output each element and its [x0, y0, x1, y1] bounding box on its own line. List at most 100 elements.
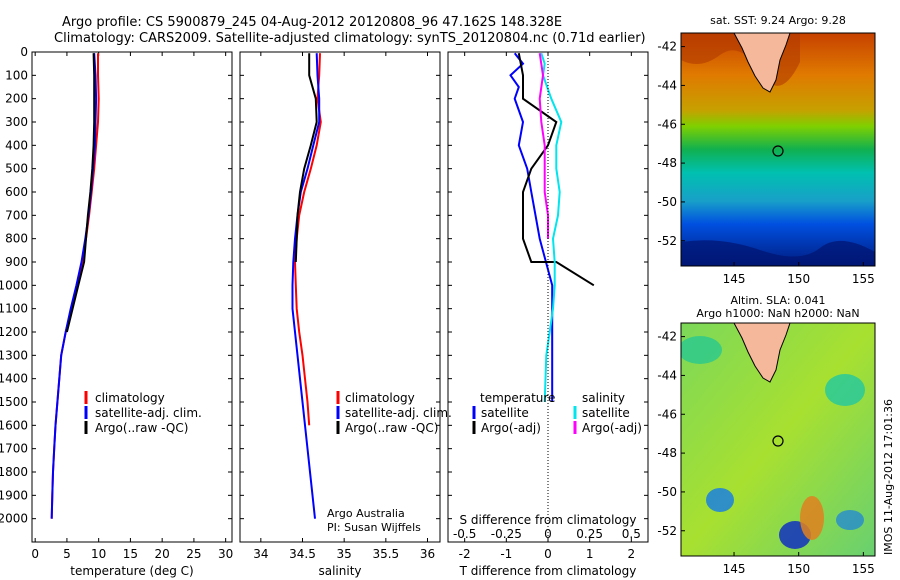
x-tick-label: 30 — [218, 547, 233, 561]
float-location-marker — [772, 435, 784, 447]
s-difference-axis-label: S difference from climatology — [460, 513, 637, 527]
series-line-argo-raw-qc- — [294, 53, 318, 263]
map-axis-ticks: -42 -44 -46 -48 -50 -52 145 150 155 -42 -44 -46 -48 -… — [657, 40, 874, 576]
sla-map-title-line2: Argo h1000: NaN h2000: NaN — [696, 307, 859, 320]
sla-feature — [836, 510, 864, 530]
series-line-climatology — [50, 53, 100, 519]
depth-tick-label: 800 — [5, 232, 28, 246]
depth-tick-label: 1200 — [0, 325, 28, 339]
depth-tick-label: 1900 — [0, 488, 28, 502]
temperature-axis-label: temperature (deg C) — [70, 564, 193, 578]
lat-tick-label: -42 — [657, 40, 677, 54]
depth-tick-label: 1400 — [0, 372, 28, 386]
depth-tick-label: 300 — [5, 115, 28, 129]
x-tick-label: 20 — [155, 547, 170, 561]
lon-tick-label: 150 — [787, 562, 810, 576]
depth-tick-label: 1700 — [0, 442, 28, 456]
series-line-satellite-adj-clim- — [50, 53, 98, 519]
x-tick-label: 1 — [586, 547, 594, 561]
salinity-panel-frame — [239, 51, 441, 543]
salinity-legend: climatology satellite-adj. clim. Argo(..… — [336, 391, 452, 435]
sst-cold-patch — [681, 240, 875, 266]
legend-label-argo: Argo(..raw -QC) — [95, 421, 188, 435]
sst-map-title: sat. SST: 9.24 Argo: 9.28 — [710, 14, 846, 27]
legend-label-temp-satellite: satellite — [481, 406, 529, 420]
credit-line1: Argo Australia — [327, 507, 405, 520]
sla-feature — [800, 496, 824, 540]
profile-series — [50, 52, 595, 519]
depth-tick-label: 1500 — [0, 395, 28, 409]
series-line-temperature-argo-adj- — [517, 53, 595, 287]
difference-legend: temperature salinity satellite Argo(-adj… — [472, 391, 642, 435]
tasmania-landmass — [733, 323, 791, 383]
depth-tick-label: 500 — [5, 162, 28, 176]
x-tick-label: 36 — [420, 547, 435, 561]
lat-tick-label: -52 — [657, 234, 677, 248]
x-tick-label: 10 — [91, 547, 106, 561]
series-line-argo-raw-qc- — [65, 53, 96, 333]
depth-tick-label: 1100 — [0, 302, 28, 316]
depth-tick-label: 1000 — [0, 278, 28, 292]
lat-tick-label: -46 — [657, 117, 677, 131]
x-tick-label: 35 — [337, 547, 352, 561]
legend-title-temperature: temperature — [480, 391, 555, 405]
x-tick-label: 2 — [628, 547, 636, 561]
series-line-salinity-argo-adj- — [538, 53, 549, 239]
lat-tick-label: -46 — [657, 407, 677, 421]
x-tick-label: 35.5 — [372, 547, 399, 561]
timestamp-label: IMOS 11-Aug-2012 17:01:36 — [882, 399, 895, 555]
temperature-panel-frame — [31, 51, 233, 543]
depth-tick-label: 900 — [5, 255, 28, 269]
lon-tick-label: 150 — [787, 272, 810, 286]
legend-label-satellite: satellite-adj. clim. — [345, 406, 452, 420]
lat-tick-label: -52 — [657, 524, 677, 538]
difference-panel-frame — [447, 51, 649, 543]
credit-line2: PI: Susan Wijffels — [327, 521, 421, 534]
depth-tick-label: 1300 — [0, 348, 28, 362]
x-tick-label: 34.5 — [289, 547, 316, 561]
lat-tick-label: -48 — [657, 446, 677, 460]
x2-tick-label: 0.5 — [622, 527, 641, 541]
lat-tick-label: -44 — [657, 78, 677, 92]
depth-tick-label: 600 — [5, 185, 28, 199]
depth-tick-label: 700 — [5, 208, 28, 222]
sla-feature — [706, 488, 734, 512]
depth-tick-label: 1600 — [0, 418, 28, 432]
salinity-axis-label: salinity — [318, 564, 361, 578]
figure-title-line1: Argo profile: CS 5900879_245 04-Aug-2012… — [62, 15, 562, 30]
x2-tick-label: 0.25 — [576, 527, 603, 541]
x2-tick-label: 0 — [544, 527, 552, 541]
x-tick-label: 15 — [123, 547, 138, 561]
lon-tick-label: 155 — [852, 272, 875, 286]
depth-tick-label: 2000 — [0, 512, 28, 526]
lat-tick-label: -48 — [657, 156, 677, 170]
lat-tick-label: -50 — [657, 195, 677, 209]
x2-tick-label: -0.5 — [453, 527, 476, 541]
legend-title-salinity: salinity — [582, 391, 625, 405]
lon-tick-label: 155 — [852, 562, 875, 576]
legend-label-climatology: climatology — [95, 391, 165, 405]
x2-tick-label: -0.25 — [491, 527, 522, 541]
depth-tick-label: 0 — [20, 45, 28, 59]
figure-title-line2: Climatology: CARS2009. Satellite-adjuste… — [54, 31, 646, 46]
lat-tick-label: -42 — [657, 330, 677, 344]
legend-label-climatology: climatology — [345, 391, 415, 405]
legend-label-sal-satellite: satellite — [582, 406, 630, 420]
depth-tick-label: 400 — [5, 138, 28, 152]
lon-tick-label: 145 — [723, 272, 746, 286]
legend-label-temp-argo: Argo(-adj) — [481, 421, 541, 435]
t-difference-axis-label: T difference from climatology — [459, 564, 637, 578]
lon-tick-label: 145 — [723, 562, 746, 576]
float-location-marker — [772, 145, 784, 157]
legend-label-sal-argo: Argo(-adj) — [582, 421, 642, 435]
axis-ticks: 0100200300400500600700800900100011001200… — [0, 45, 648, 561]
x-tick-label: 25 — [186, 547, 201, 561]
sla-feature — [825, 374, 865, 406]
series-line-salinity-satellite — [540, 52, 563, 403]
sst-map-frame — [680, 32, 876, 267]
x-tick-label: -2 — [459, 547, 471, 561]
lat-tick-label: -50 — [657, 485, 677, 499]
legend-label-argo: Argo(..raw -QC) — [345, 421, 438, 435]
